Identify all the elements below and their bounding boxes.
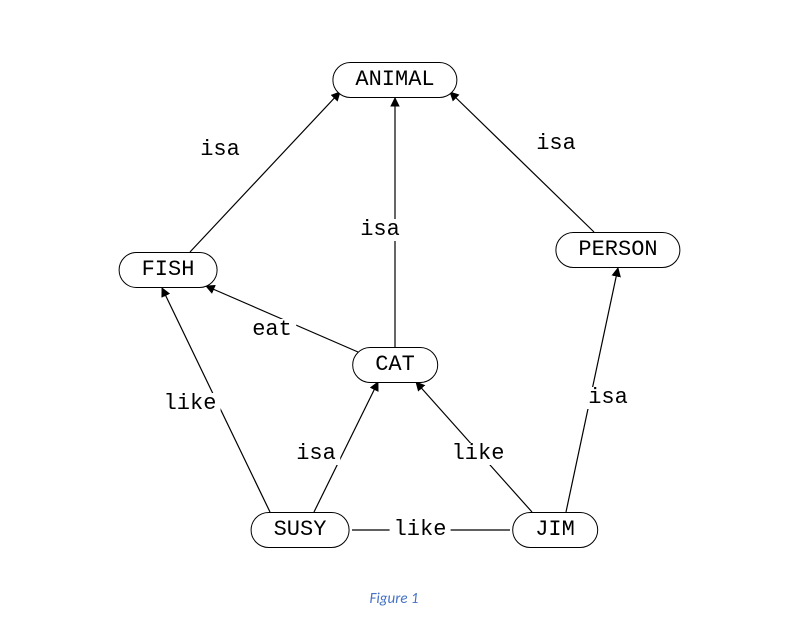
node-fish: FISH — [119, 252, 218, 288]
node-cat: CAT — [352, 347, 438, 383]
node-jim: JIM — [512, 512, 598, 548]
edge-label-susy-like-fish: like — [160, 393, 221, 415]
edge-fish-isa-animal — [190, 92, 340, 252]
edge-label-fish-isa-animal: isa — [196, 139, 244, 161]
edge-label-susy-like-jim: like — [390, 519, 451, 541]
edge-label-person-isa-animal: isa — [532, 133, 580, 155]
figure-caption: Figure 1 — [369, 590, 418, 608]
semantic-network-diagram: ANIMAL FISH PERSON CAT SUSY JIM isa isa … — [0, 0, 788, 621]
edge-label-susy-isa-cat: isa — [292, 443, 340, 465]
node-animal: ANIMAL — [332, 62, 457, 98]
node-person: PERSON — [555, 232, 680, 268]
node-susy: SUSY — [251, 512, 350, 548]
edge-person-isa-animal — [450, 92, 594, 232]
edge-label-cat-eat-fish: eat — [248, 319, 296, 341]
edge-label-cat-isa-animal: isa — [356, 219, 404, 241]
edge-label-jim-isa-person: isa — [584, 387, 632, 409]
edge-label-jim-like-cat: like — [448, 443, 509, 465]
